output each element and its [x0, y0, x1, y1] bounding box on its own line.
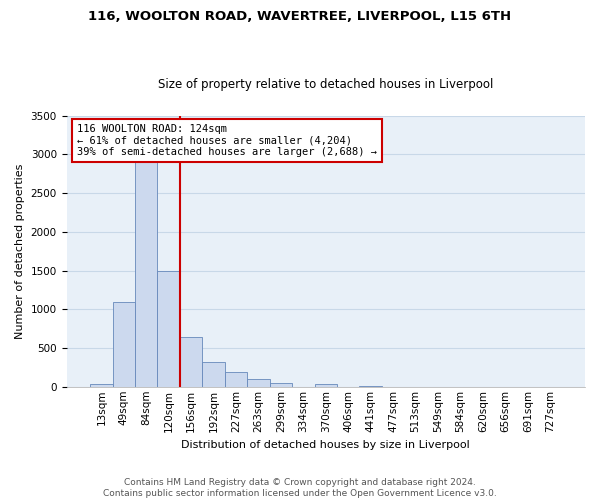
Text: 116 WOOLTON ROAD: 124sqm
← 61% of detached houses are smaller (4,204)
39% of sem: 116 WOOLTON ROAD: 124sqm ← 61% of detach…: [77, 124, 377, 157]
Bar: [113, 302, 135, 387]
Bar: [225, 372, 247, 387]
Bar: [90, 384, 113, 387]
Bar: [269, 383, 292, 387]
Bar: [180, 337, 202, 387]
Y-axis label: Number of detached properties: Number of detached properties: [15, 164, 25, 339]
Text: 116, WOOLTON ROAD, WAVERTREE, LIVERPOOL, L15 6TH: 116, WOOLTON ROAD, WAVERTREE, LIVERPOOL,…: [88, 10, 512, 23]
Bar: [135, 162, 157, 387]
Text: Contains HM Land Registry data © Crown copyright and database right 2024.
Contai: Contains HM Land Registry data © Crown c…: [103, 478, 497, 498]
Bar: [202, 362, 225, 387]
Bar: [247, 380, 269, 387]
X-axis label: Distribution of detached houses by size in Liverpool: Distribution of detached houses by size …: [181, 440, 470, 450]
Bar: [157, 270, 180, 387]
Title: Size of property relative to detached houses in Liverpool: Size of property relative to detached ho…: [158, 78, 493, 91]
Bar: [359, 386, 382, 387]
Bar: [314, 384, 337, 387]
